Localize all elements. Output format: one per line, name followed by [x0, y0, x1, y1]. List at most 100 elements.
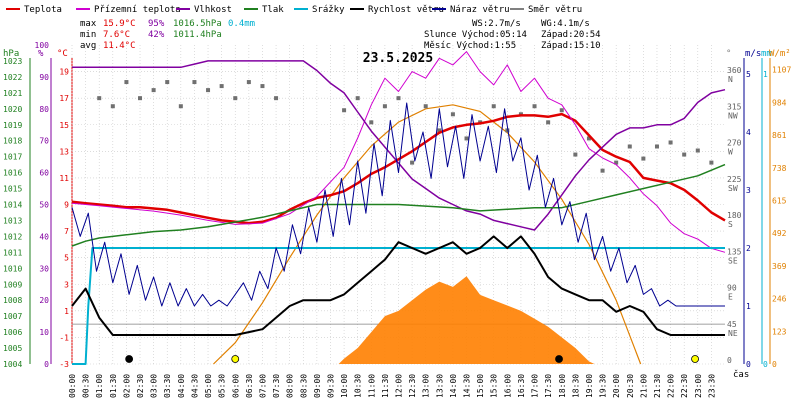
wind-dir-point-0 — [97, 96, 102, 101]
wind-dir-point-33 — [600, 168, 605, 173]
press-tick-15: 1008 — [3, 296, 22, 305]
wind-dir-point-15 — [355, 96, 360, 101]
temp-tick-3: 13 — [59, 147, 69, 156]
x-tick-35: 17:30 — [544, 374, 553, 398]
stat-max-label: max — [80, 19, 97, 29]
wind-dir-point-21 — [437, 128, 442, 133]
dir-tick-3: 225 — [727, 175, 742, 184]
x-tick-23: 11:30 — [381, 374, 390, 398]
wind-dir-point-8 — [206, 88, 211, 93]
wind-dir-point-10 — [233, 96, 238, 101]
wind-tick-0: 5 — [746, 70, 751, 79]
hum-tick-9: 10 — [39, 328, 49, 337]
wind-dir-point-30 — [559, 108, 564, 113]
x-tick-7: 03:30 — [163, 374, 172, 398]
wind-tick-2: 3 — [746, 186, 751, 195]
x-tick-8: 04:00 — [177, 374, 186, 398]
info-wg: WG:4.1m/s — [541, 19, 590, 29]
unit-hum: % — [38, 49, 44, 59]
hum-tick-3: 70 — [39, 137, 49, 146]
temp-tick-1: 17 — [59, 94, 69, 103]
dir-card-7: NE — [728, 329, 738, 338]
wind-dir-point-40 — [695, 148, 700, 153]
press-tick-2: 1021 — [3, 89, 22, 98]
x-tick-30: 15:00 — [476, 374, 485, 398]
stat-min-label: min — [80, 30, 96, 40]
x-tick-37: 18:30 — [571, 374, 580, 398]
x-tick-25: 12:30 — [408, 374, 417, 398]
x-tick-24: 12:00 — [395, 374, 404, 398]
press-tick-13: 1010 — [3, 264, 22, 273]
wind-dir-point-32 — [586, 136, 591, 141]
hum-tick-2: 80 — [39, 105, 49, 114]
press-tick-8: 1015 — [3, 185, 22, 194]
temp-tick-9: 1 — [64, 307, 69, 316]
wind-dir-point-37 — [654, 144, 659, 149]
info-sun-rise: Slunce Východ:05:14 — [424, 30, 527, 40]
wind-tick-5: 0 — [746, 360, 751, 369]
solar-tick-5: 492 — [772, 229, 787, 238]
x-tick-21: 10:30 — [354, 374, 363, 398]
event-marker-3 — [691, 355, 699, 363]
dir-tick-6: 90 — [727, 284, 737, 293]
x-tick-0: 00:00 — [68, 374, 77, 398]
info-moon-set: Západ:15:10 — [541, 41, 601, 51]
wind-dir-point-29 — [546, 120, 551, 125]
press-tick-1: 1022 — [3, 73, 22, 82]
wind-dir-point-9 — [219, 84, 224, 89]
press-tick-0: 1023 — [3, 57, 22, 66]
wind-dir-point-14 — [342, 108, 347, 113]
solar-tick-4: 615 — [772, 197, 787, 206]
stat-avg-temp: 11.4°C — [103, 41, 136, 51]
legend-label-7: Směr větru — [528, 5, 582, 15]
temp-tick-8: 3 — [64, 280, 69, 289]
axis-unit-labels: hPa % °C ° m/s mm W/m² — [3, 49, 791, 59]
stat-max-hum: 95% — [148, 19, 165, 29]
event-marker-0 — [125, 355, 134, 363]
hum-tick-7: 30 — [39, 264, 49, 273]
press-tick-6: 1017 — [3, 153, 22, 162]
wind-tick-4: 1 — [746, 302, 751, 311]
x-tick-44: 22:00 — [667, 374, 676, 398]
info-block: WS:2.7m/s WG:4.1m/s Slunce Východ:05:14 … — [424, 19, 601, 51]
x-tick-9: 04:30 — [190, 374, 199, 398]
press-tick-11: 1012 — [3, 232, 22, 241]
temp-tick-11: -3 — [59, 360, 69, 369]
temp-tick-7: 5 — [64, 254, 69, 263]
solar-tick-3: 738 — [772, 164, 787, 173]
dir-tick-8: 0 — [727, 356, 732, 365]
press-tick-9: 1014 — [3, 201, 22, 210]
dir-card-4: S — [728, 220, 733, 229]
legend-label-3: Tlak — [262, 5, 284, 15]
x-axis-label: čas — [733, 369, 749, 380]
dir-tick-0: 360 — [727, 66, 742, 75]
wind-dir-point-3 — [138, 96, 143, 101]
hum-tick-8: 20 — [39, 296, 49, 305]
dir-card-0: N — [728, 75, 733, 84]
hum-tick-6: 40 — [39, 232, 49, 241]
wind-dir-point-11 — [246, 80, 251, 85]
press-tick-16: 1007 — [3, 312, 22, 321]
series-rain — [72, 247, 725, 365]
stat-max-press: 1016.5hPa — [173, 19, 222, 29]
series-ground — [71, 51, 726, 253]
solar-tick-8: 123 — [772, 327, 787, 336]
wind-dir-point-20 — [423, 104, 428, 109]
stat-max-rain: 0.4mm — [228, 19, 255, 29]
x-tick-17: 08:30 — [299, 374, 308, 398]
solar-tick-0: 1107 — [772, 66, 791, 75]
press-tick-12: 1011 — [3, 248, 22, 257]
dir-card-5: SE — [728, 256, 738, 265]
press-tick-14: 1009 — [3, 280, 22, 289]
series-lines — [71, 51, 726, 365]
x-tick-36: 18:00 — [558, 374, 567, 398]
wind-dir-point-1 — [110, 104, 115, 109]
wind-dir-point-36 — [641, 156, 646, 161]
dir-tick-1: 315 — [727, 102, 742, 111]
wind-dir-point-19 — [410, 160, 415, 165]
unit-rain: mm — [761, 49, 772, 59]
x-tick-6: 03:00 — [150, 374, 159, 398]
temp-tick-4: 11 — [59, 174, 69, 183]
